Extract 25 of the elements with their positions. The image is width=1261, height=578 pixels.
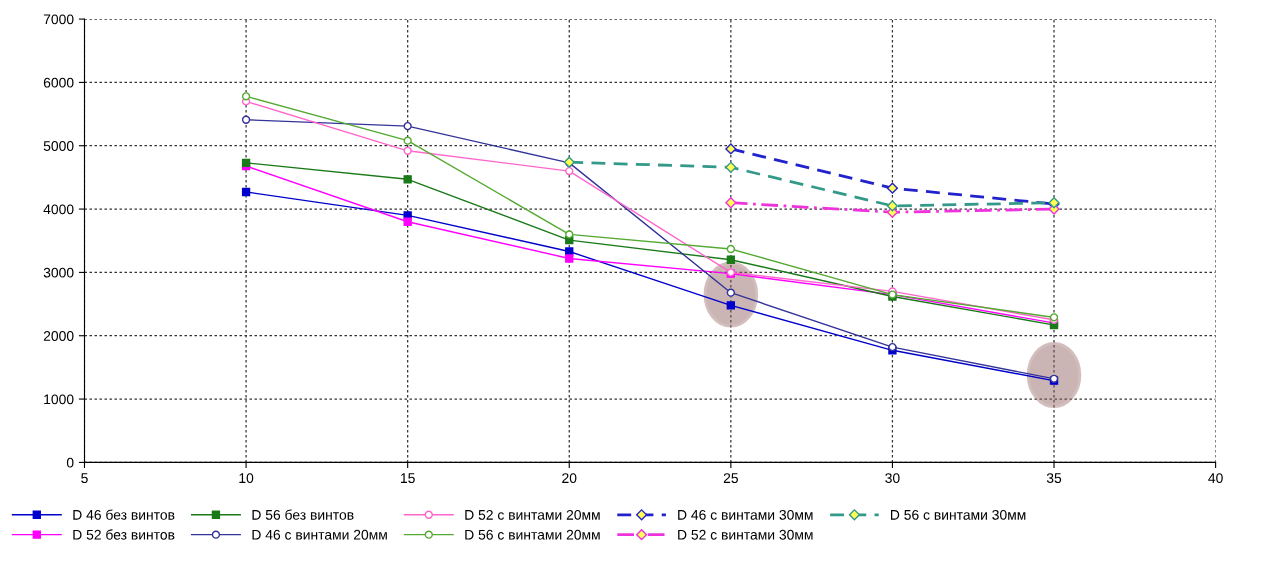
y-tick-label: 5000 — [43, 141, 74, 151]
x-tick-label: 5 — [81, 473, 88, 484]
legend-label: D 52 без винтов — [73, 529, 175, 540]
legend-label: D 56 с винтами 30мм — [890, 509, 1026, 520]
x-tick-label: 15 — [401, 473, 415, 484]
y-tick-label: 7000 — [43, 14, 74, 25]
legend-label: D 46 с винтами 20мм — [252, 529, 387, 540]
y-tick-label: 6000 — [43, 77, 74, 88]
y-tick-label: 4000 — [43, 204, 74, 215]
x-tick-label: 10 — [239, 473, 254, 484]
legend-label: D 52 с винтами 20мм — [465, 509, 600, 520]
x-tick-label: 25 — [723, 473, 738, 484]
legend-label: D 52 с винтами 30мм — [678, 529, 813, 540]
legend-label: D 56 без винтов — [252, 509, 354, 520]
x-tick-label: 40 — [1208, 473, 1223, 484]
x-tick-label: 35 — [1046, 473, 1062, 484]
y-tick-label: 1000 — [44, 394, 74, 405]
legend-label: D 46 с винтами 30мм — [678, 509, 813, 520]
x-tick-label: 30 — [885, 473, 900, 484]
legend-label: D 56 с винтами 20мм — [465, 529, 600, 540]
y-tick-label: 2000 — [43, 331, 74, 341]
y-tick-label: 0 — [66, 457, 74, 468]
legend-label: D 46 без винтов — [73, 509, 175, 520]
x-tick-label: 20 — [562, 473, 577, 484]
y-tick-label: 3000 — [43, 267, 74, 278]
